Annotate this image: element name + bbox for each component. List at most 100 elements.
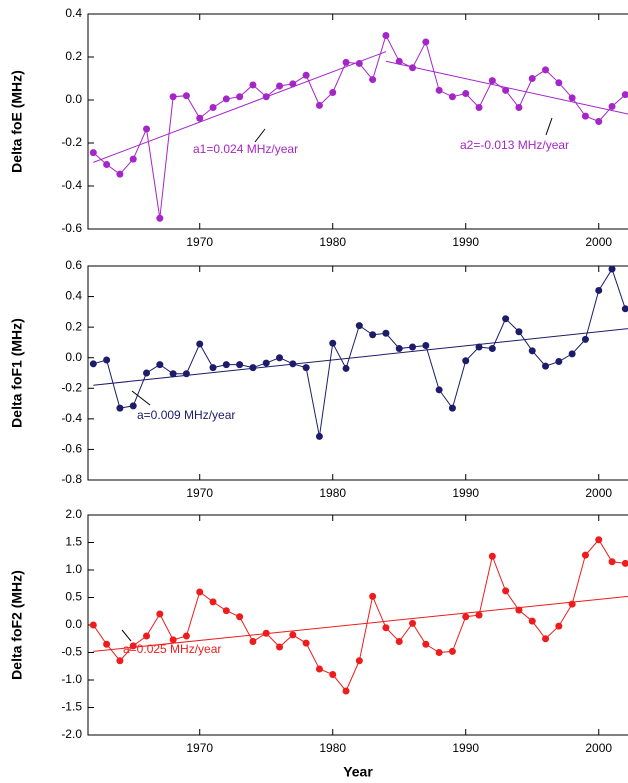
x-tick-label: 1990 bbox=[452, 235, 479, 249]
x-tick-label: 1970 bbox=[186, 741, 213, 755]
data-point bbox=[89, 360, 97, 368]
data-point bbox=[156, 610, 164, 618]
data-point bbox=[289, 631, 297, 639]
plot-frame bbox=[87, 265, 628, 481]
plot-area bbox=[89, 32, 628, 222]
data-point bbox=[395, 638, 403, 645]
annotation-leader bbox=[254, 128, 266, 143]
data-point bbox=[608, 558, 616, 566]
y-tick-label: -2.0 bbox=[61, 727, 82, 741]
data-point bbox=[103, 161, 111, 168]
x-tick-label: 1980 bbox=[319, 741, 346, 755]
annotation: a2=-0.013 MHz/year bbox=[460, 138, 569, 152]
data-point bbox=[315, 101, 323, 109]
plot-area bbox=[89, 265, 628, 440]
data-point bbox=[608, 265, 616, 273]
data-point bbox=[448, 404, 456, 412]
data-point bbox=[621, 305, 628, 313]
data-point bbox=[143, 125, 151, 133]
annotation-leader bbox=[545, 117, 553, 136]
y-tick-label: 0.4 bbox=[65, 6, 82, 20]
panel: 0.4 0.2 0.0 -0.2 -0.4 -0.6 1970 1980 1990 2000 Del… bbox=[9, 6, 628, 249]
data-point bbox=[395, 57, 403, 65]
data-point bbox=[542, 362, 550, 370]
data-point bbox=[528, 347, 536, 355]
data-point bbox=[276, 82, 284, 90]
data-point bbox=[182, 92, 190, 100]
data-point bbox=[369, 331, 377, 339]
x-tick-label: 1990 bbox=[452, 486, 479, 500]
data-point bbox=[342, 687, 350, 695]
data-point bbox=[129, 402, 137, 410]
y-tick-label: 0.0 bbox=[65, 617, 82, 631]
data-point bbox=[502, 587, 510, 595]
data-point bbox=[488, 552, 496, 560]
data-point bbox=[369, 76, 377, 84]
data-point bbox=[422, 38, 430, 46]
data-point bbox=[395, 345, 403, 353]
data-point bbox=[236, 361, 244, 369]
data-point bbox=[209, 364, 217, 372]
data-point bbox=[608, 102, 616, 110]
data-point bbox=[329, 339, 337, 347]
data-point bbox=[329, 671, 337, 678]
data-point bbox=[196, 588, 204, 596]
data-point bbox=[89, 149, 97, 157]
x-tick-label: 2000 bbox=[585, 741, 612, 755]
data-point bbox=[103, 640, 111, 648]
data-point bbox=[116, 657, 124, 665]
data-point bbox=[249, 638, 257, 645]
annotation: a1=0.024 MHz/year bbox=[193, 142, 298, 156]
data-point bbox=[409, 64, 417, 72]
data-point bbox=[462, 90, 470, 98]
data-point bbox=[422, 341, 430, 349]
data-point bbox=[555, 79, 563, 87]
y-tick-label: -0.8 bbox=[61, 472, 82, 486]
data-point bbox=[209, 104, 217, 112]
data-point bbox=[435, 386, 443, 394]
y-tick-label: 2.0 bbox=[65, 507, 82, 521]
data-point bbox=[542, 635, 550, 643]
y-tick-label: 0.5 bbox=[65, 590, 82, 604]
y-tick-label: -0.6 bbox=[61, 221, 82, 235]
data-point bbox=[475, 343, 483, 351]
data-point bbox=[435, 649, 443, 656]
data-point bbox=[422, 640, 430, 648]
data-point bbox=[581, 335, 589, 343]
data-point bbox=[488, 345, 496, 353]
y-tick-label: 0.0 bbox=[65, 350, 82, 364]
data-point bbox=[222, 95, 230, 103]
data-point bbox=[435, 86, 443, 94]
data-point bbox=[502, 86, 510, 94]
data-point bbox=[182, 370, 190, 378]
plot-frame bbox=[87, 514, 628, 736]
data-point bbox=[595, 286, 603, 294]
data-point bbox=[222, 361, 230, 369]
data-point bbox=[488, 77, 496, 85]
x-tick-label: 1990 bbox=[452, 741, 479, 755]
y-tick-label: 0.2 bbox=[65, 49, 82, 63]
x-tick-label: 1970 bbox=[186, 486, 213, 500]
data-point bbox=[409, 619, 417, 627]
x-tick-label: 1970 bbox=[186, 235, 213, 249]
data-point bbox=[249, 81, 257, 89]
data-point bbox=[515, 104, 523, 112]
y-axis-label: Delta foF1 (MHz) bbox=[9, 318, 25, 428]
data-point bbox=[222, 607, 230, 615]
y-tick-label: 0.6 bbox=[65, 258, 82, 272]
annotation-leader bbox=[121, 629, 132, 642]
data-point bbox=[342, 58, 350, 66]
data-point bbox=[542, 66, 550, 74]
data-point bbox=[528, 75, 536, 82]
data-point bbox=[196, 114, 204, 122]
data-point bbox=[289, 360, 297, 368]
data-point bbox=[515, 328, 523, 336]
x-tick-label: 2000 bbox=[585, 235, 612, 249]
y-tick-label: -0.6 bbox=[61, 442, 82, 456]
data-point bbox=[129, 155, 137, 163]
panel: 0.6 0.4 0.2 0.0 -0.2 -0.4 -0.6 -0.8 1970 1980 1990… bbox=[9, 258, 628, 500]
data-point bbox=[369, 592, 377, 600]
data-point bbox=[382, 624, 390, 632]
annotation: a=0.025 MHz/year bbox=[123, 642, 221, 656]
